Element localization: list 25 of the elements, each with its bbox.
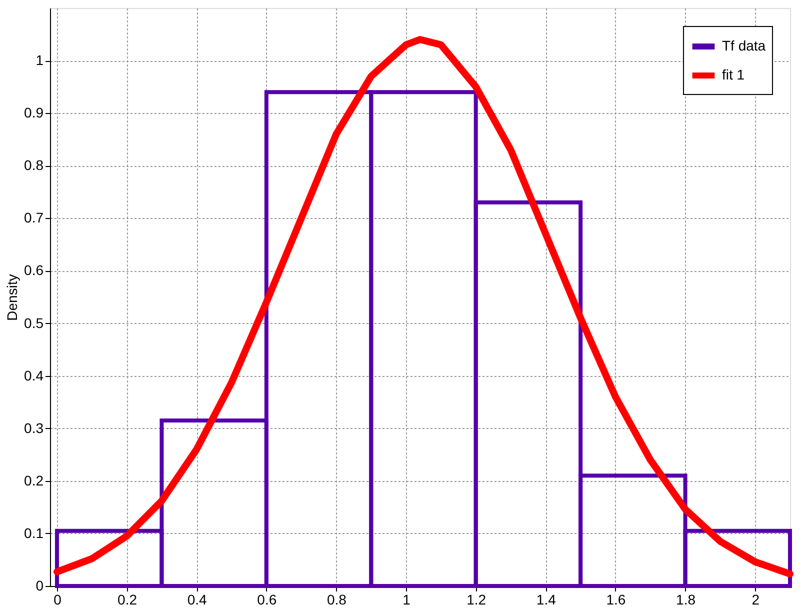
legend-label: Tf data [722, 38, 766, 54]
y-tick-label: 0.9 [24, 104, 44, 121]
y-tick-label: 0.1 [24, 524, 44, 541]
x-tick-label: 0 [54, 592, 62, 608]
y-tick-label: 0.8 [24, 157, 44, 174]
y-tick-label: 1 [36, 52, 44, 68]
x-tick-label: 0.8 [326, 592, 347, 608]
x-tick-label: 0.2 [118, 592, 138, 608]
x-tick-label: 1.6 [606, 592, 626, 608]
x-tick-label: 1.2 [466, 592, 486, 608]
x-tick-label: 1.4 [536, 592, 556, 608]
y-tick-label: 0.6 [24, 262, 44, 278]
y-tick-label: 0.4 [24, 367, 44, 384]
legend-label: fit 1 [722, 66, 745, 82]
y-tick-label: 0.2 [24, 472, 44, 488]
y-tick-label: 0.7 [24, 210, 44, 226]
x-tick-label: 0.6 [257, 592, 277, 608]
x-tick-label: 2 [752, 592, 760, 608]
y-axis-title: Density [4, 274, 20, 321]
x-tick-label: 1 [402, 592, 411, 608]
y-tick-label: 0.3 [24, 420, 44, 436]
y-tick-label: 0 [36, 578, 44, 594]
x-tick-label: 0.4 [187, 592, 208, 608]
x-tick-label: 1.8 [676, 592, 696, 608]
y-tick-label: 0.5 [24, 314, 44, 331]
